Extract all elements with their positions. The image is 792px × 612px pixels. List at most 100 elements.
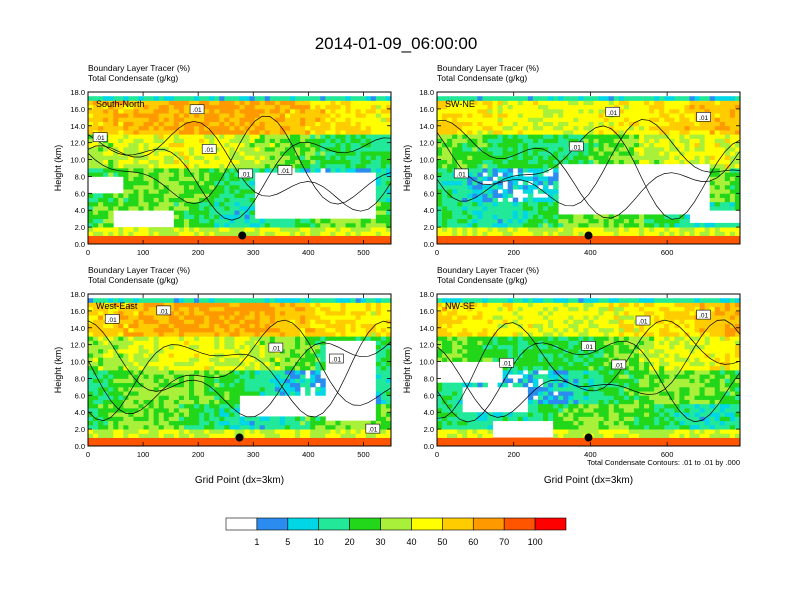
field-cell (654, 155, 660, 160)
field-cell (284, 340, 291, 346)
field-cell (108, 104, 114, 110)
field-cell (522, 218, 529, 224)
field-cell (355, 151, 362, 156)
field-cell (603, 100, 610, 106)
field-cell (249, 357, 256, 362)
field-cell (143, 416, 149, 422)
field-cell (214, 391, 220, 396)
field-cell (633, 146, 640, 152)
field-cell (729, 104, 736, 110)
field-cell (88, 239, 94, 245)
field-cell (209, 117, 215, 122)
field-cell (355, 231, 362, 236)
field-cell (380, 113, 387, 118)
field-cell (325, 130, 331, 135)
field-cell (173, 416, 180, 422)
field-cell (128, 424, 134, 430)
field-cell (133, 306, 139, 312)
field-cell (462, 227, 468, 232)
field-cell (644, 231, 650, 236)
field-cell (128, 365, 134, 371)
field-cell (447, 159, 453, 165)
field-cell (98, 142, 104, 148)
field-cell (143, 310, 149, 316)
field-cell (234, 117, 240, 122)
field-cell (315, 151, 321, 156)
field-cell (447, 100, 453, 106)
field-cell (88, 104, 94, 110)
field-cell (88, 222, 94, 228)
field-cell (644, 108, 650, 114)
field-cell (118, 130, 124, 135)
field-cell (143, 239, 149, 245)
field-cell (244, 222, 250, 228)
field-cell (664, 227, 670, 232)
field-cell (118, 96, 124, 101)
field-cell (279, 420, 286, 426)
y-tick-label: 8.0 (424, 172, 434, 181)
field-cell (209, 429, 215, 434)
field-cell (249, 319, 256, 324)
field-cell (330, 108, 336, 114)
field-cell (199, 386, 205, 392)
field-cell (118, 235, 124, 241)
field-cell (163, 100, 170, 106)
field-cell (138, 306, 144, 312)
field-cell (234, 332, 240, 337)
field-cell (229, 104, 235, 110)
field-cell (178, 365, 185, 371)
field-cell (350, 163, 357, 169)
field-cell (133, 340, 139, 346)
field-cell (694, 231, 700, 236)
field-cell (103, 344, 109, 350)
field-cell (467, 201, 473, 207)
field-cell (239, 429, 245, 434)
field-cell (93, 231, 99, 236)
field-cell (143, 365, 149, 371)
field-cell (133, 193, 139, 198)
field-cell (563, 108, 569, 114)
field-cell (183, 302, 190, 308)
field-cell (259, 298, 266, 303)
field-cell (143, 332, 149, 337)
field-cell (194, 210, 200, 215)
field-cell (204, 336, 210, 341)
field-cell (249, 108, 256, 114)
field-cell (573, 134, 579, 139)
field-cell (502, 100, 509, 106)
field-cell (553, 134, 559, 139)
field-cell (123, 327, 129, 333)
field-cell (194, 374, 200, 379)
field-cell (563, 151, 569, 156)
field-cell (264, 370, 271, 375)
field-cell (538, 104, 544, 110)
field-cell (507, 206, 514, 211)
field-cell (704, 100, 711, 106)
field-cell (133, 231, 139, 236)
field-cell (295, 357, 301, 362)
field-cell (204, 168, 210, 173)
field-cell (219, 163, 225, 169)
field-cell (689, 134, 695, 139)
field-cell (189, 180, 195, 186)
field-cell (163, 412, 170, 417)
field-cell (279, 327, 286, 333)
field-cell (229, 315, 235, 320)
field-cell (88, 340, 94, 346)
field-cell (133, 180, 139, 186)
field-cell (603, 146, 610, 152)
field-cell (284, 332, 291, 337)
field-cell (437, 155, 443, 160)
field-cell (543, 151, 549, 156)
field-cell (442, 130, 448, 135)
field-cell (558, 96, 564, 101)
field-cell (442, 100, 448, 106)
field-cell (457, 239, 463, 245)
field-cell (88, 197, 94, 203)
field-cell (88, 429, 94, 434)
field-cell (259, 319, 266, 324)
field-cell (442, 142, 448, 148)
field-cell (269, 235, 276, 241)
field-cell (173, 361, 180, 367)
field-cell (467, 189, 473, 194)
